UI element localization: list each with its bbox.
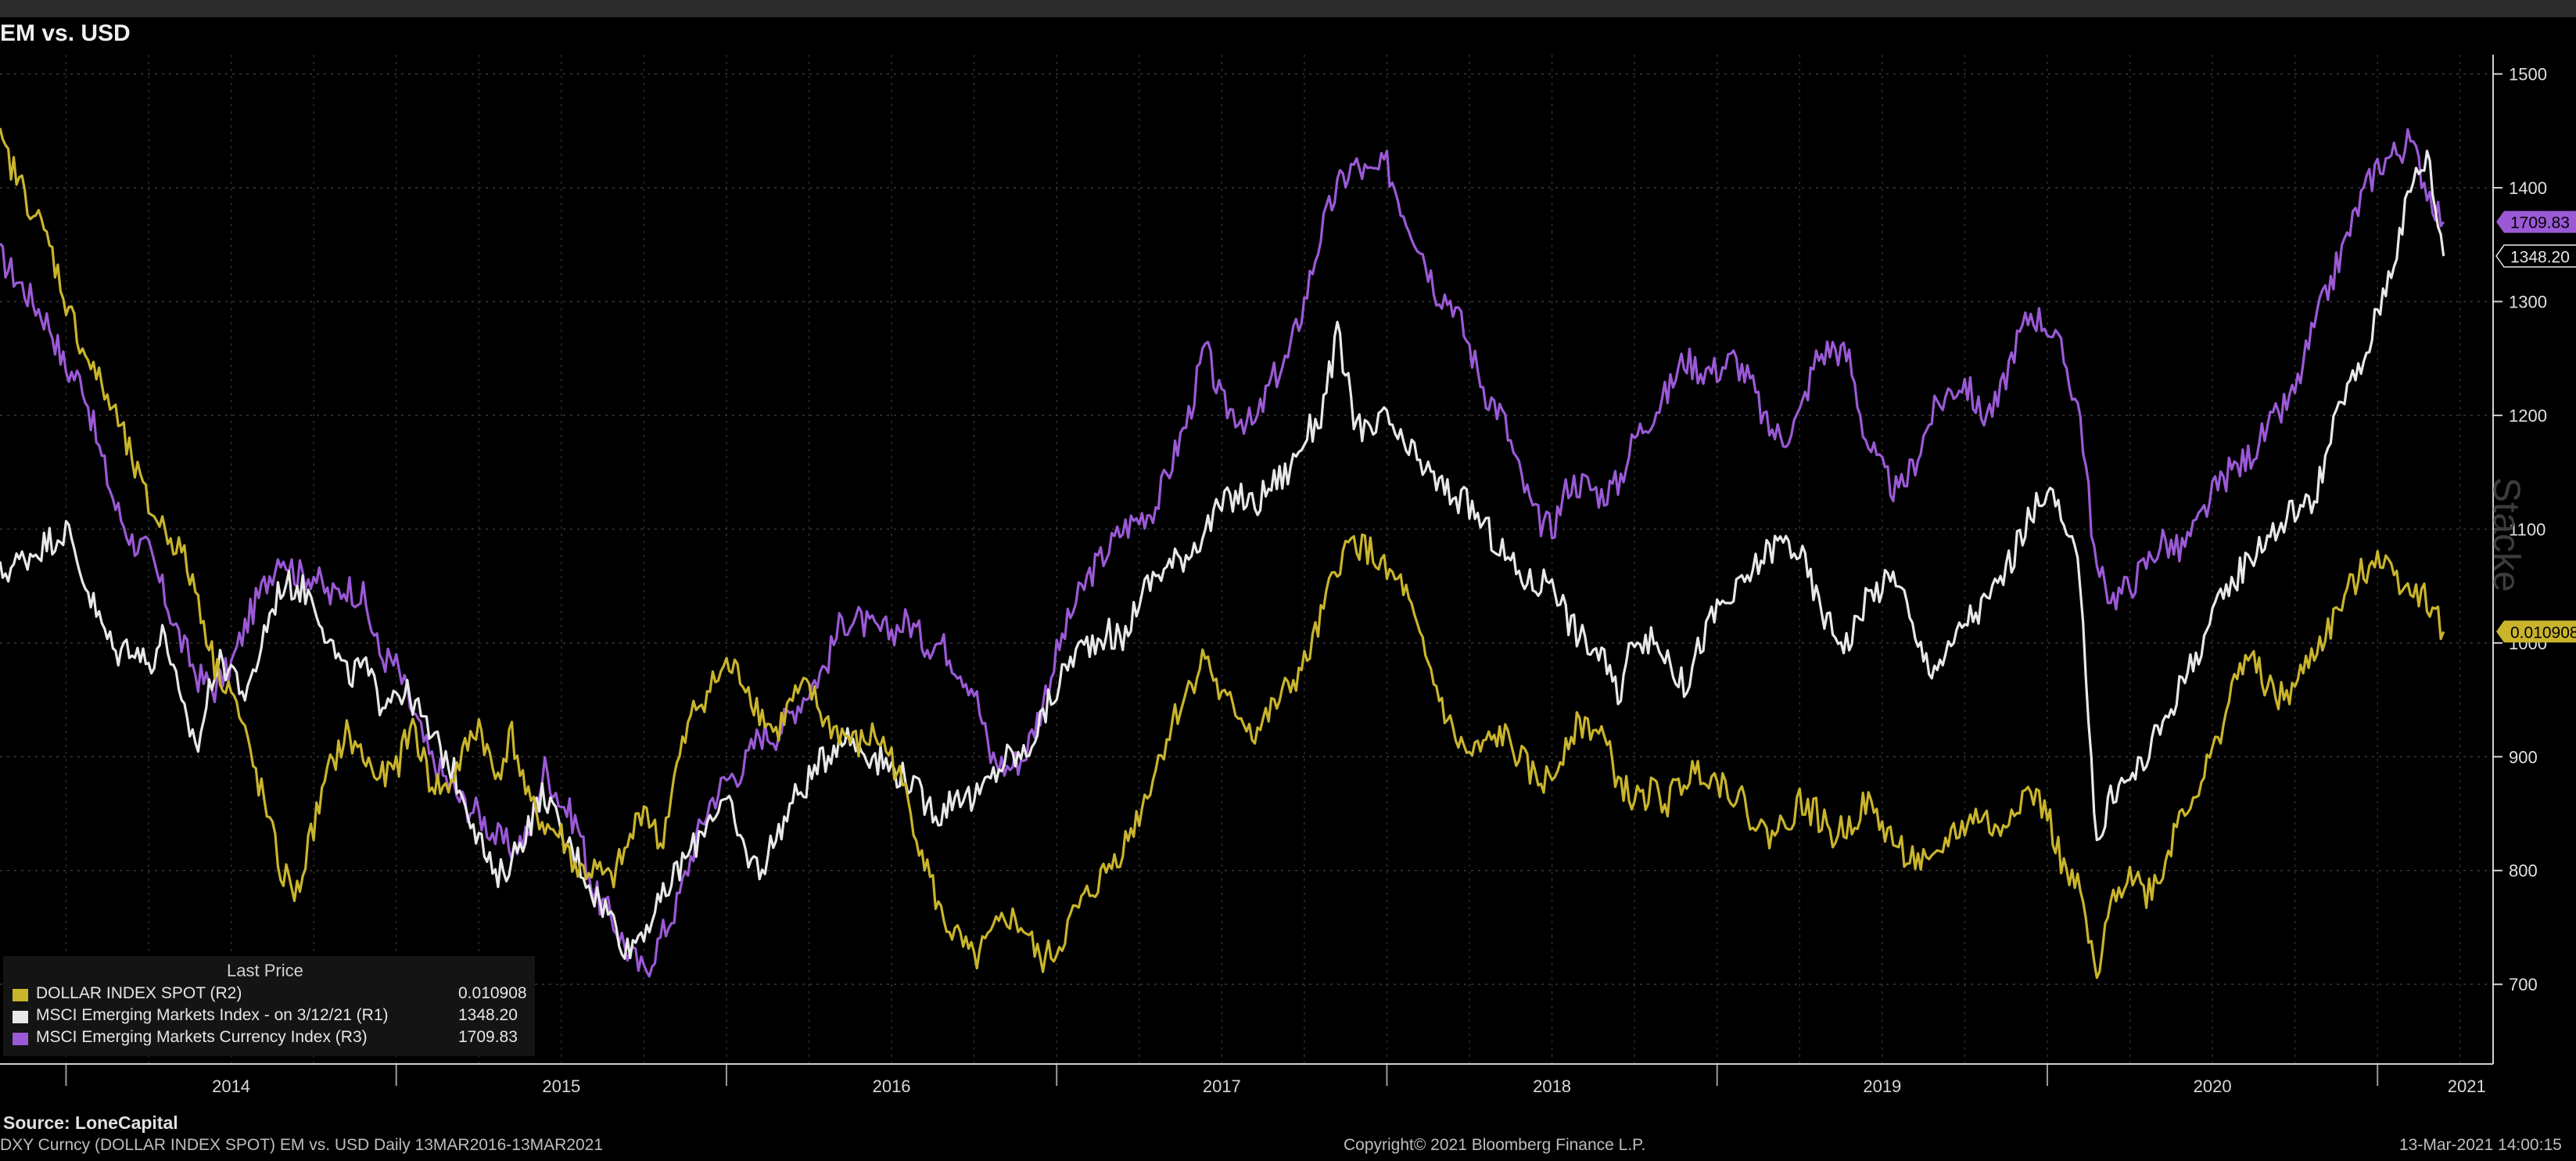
x-tick-label: 2020 <box>2194 1077 2232 1096</box>
series-layer <box>0 128 2445 979</box>
last-value-box <box>2496 620 2576 643</box>
legend-item-msci-em-index[interactable]: MSCI Emerging Markets Index - on 3/12/21… <box>13 1006 529 1026</box>
legend-item-msci-em-currency[interactable]: MSCI Emerging Markets Currency Index (R3… <box>13 1028 529 1048</box>
legend-swatch <box>13 989 28 1001</box>
x-tick-labels: 2014 2015 2016 2017 2018 2019 2020 2021 <box>212 1077 2486 1096</box>
legend-swatch <box>13 1011 28 1023</box>
y-tick-label: 1100 <box>2509 519 2546 539</box>
y-tick-label: 1300 <box>2509 292 2547 311</box>
legend-value: 1709.83 <box>458 1028 518 1046</box>
x-tick-label: 2015 <box>542 1077 580 1096</box>
x-tick-label: 2019 <box>1863 1077 1901 1096</box>
legend-swatch <box>13 1033 28 1045</box>
y-tick-label: 1500 <box>2509 65 2547 84</box>
last-value-flag: 1348.20 <box>2495 244 2576 268</box>
top-bar <box>0 0 2576 17</box>
legend-label: MSCI Emerging Markets Currency Index (R3… <box>36 1028 368 1046</box>
y-tick-label: 1200 <box>2509 406 2547 426</box>
last-value-label: 1709.83 <box>2510 214 2570 232</box>
y-tick-label: 700 <box>2509 975 2538 994</box>
legend-item-dollar-index[interactable]: DOLLAR INDEX SPOT (R2) 0.010908 <box>13 984 529 1005</box>
footer-ticker: DXY Curncy (DOLLAR INDEX SPOT) EM vs. US… <box>0 1136 604 1154</box>
grid <box>0 55 2493 1064</box>
last-value-box <box>2495 244 2576 268</box>
footer-copyright: Copyright© 2021 Bloomberg Finance L.P. <box>1344 1136 1646 1154</box>
y-tick-label: 1400 <box>2509 178 2547 198</box>
legend: Last Price DOLLAR INDEX SPOT (R2) 0.0109… <box>3 956 535 1056</box>
chart-title: EM vs. USD <box>0 20 131 46</box>
last-value-flag: 0.010908 <box>2496 620 2576 643</box>
last-value-label: 0.010908 <box>2510 624 2576 642</box>
last-value-label: 1348.20 <box>2510 248 2570 266</box>
axes <box>0 55 2502 1086</box>
y-tick-label: 900 <box>2509 747 2538 767</box>
last-value-box <box>2496 210 2576 233</box>
x-tick-label: 2016 <box>873 1077 911 1096</box>
x-tick-label: 2014 <box>212 1077 250 1096</box>
footer-timestamp: 13-Mar-2021 14:00:15 <box>2399 1136 2562 1154</box>
x-tick-label: 2018 <box>1533 1077 1571 1096</box>
last-value-flag: 1709.83 <box>2496 210 2576 233</box>
legend-value: 1348.20 <box>458 1006 518 1024</box>
x-tick-label: 2021 <box>2448 1077 2486 1096</box>
legend-value: 0.010908 <box>458 984 527 1002</box>
y-tick-label: 800 <box>2509 861 2538 881</box>
series-line <box>0 149 2445 960</box>
last-value-labels: 1709.83 1348.20 0.010908 <box>2495 210 2576 643</box>
source-label: Source: LoneCapital <box>3 1112 178 1133</box>
legend-label: DOLLAR INDEX SPOT (R2) <box>36 984 242 1002</box>
series-line <box>0 128 2445 979</box>
stacked-watermark: Stacke <box>2485 477 2527 592</box>
legend-header: Last Price <box>227 961 303 980</box>
x-tick-label: 2017 <box>1203 1077 1241 1096</box>
legend-label: MSCI Emerging Markets Index - on 3/12/21… <box>36 1006 389 1024</box>
